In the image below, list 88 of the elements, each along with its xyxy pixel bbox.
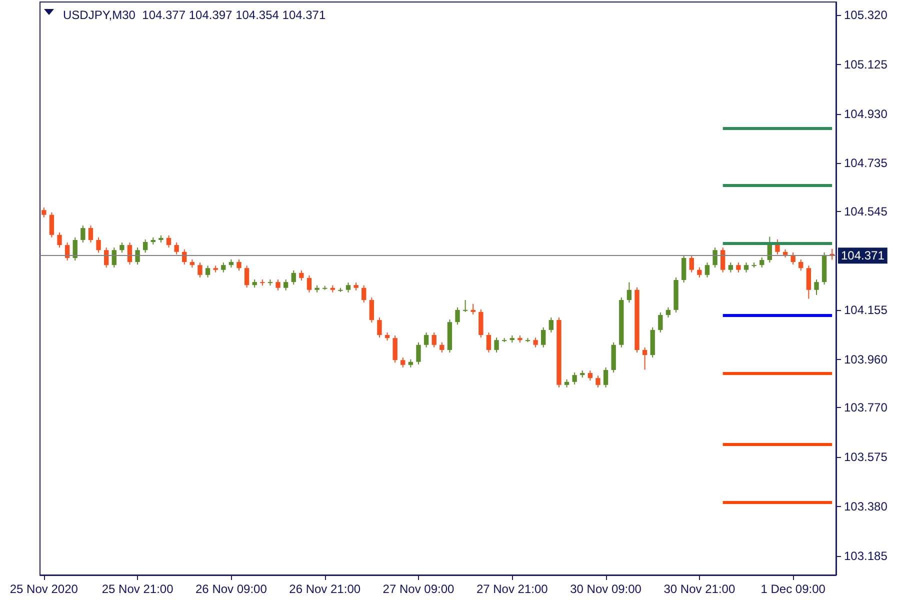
candlestick [814,279,819,296]
x-tick-label: 27 Nov 21:00 [476,582,548,596]
y-tick-label: 105.320 [844,8,888,22]
candlestick [681,254,686,284]
x-tick-label: 30 Nov 09:00 [570,582,642,596]
candlestick [486,332,492,353]
candlestick [276,279,280,291]
candlestick [494,337,499,353]
text: USDJPY,M30 104.377 104.397 104.354 104.371 [63,8,326,22]
candlestick [704,262,710,278]
candlestick [205,265,210,278]
candlestick [470,303,476,315]
ref-line-label: 104.371 [841,248,885,263]
candlestick [392,335,398,364]
candlestick [806,265,812,300]
candlestick [174,242,179,255]
x-tick-label: 27 Nov 09:00 [382,582,455,596]
candlestick [166,234,172,248]
candlestick [72,236,78,261]
candlestick [57,232,62,248]
candlestick [728,262,733,273]
candlestick [462,300,468,312]
candlestick [362,284,366,304]
candlestick [104,247,109,268]
candlestick [120,242,124,254]
candlestick [198,262,202,278]
candlestick [720,247,726,273]
x-tick-label: 30 Nov 21:00 [664,582,736,596]
candlestick [306,274,312,293]
candlestick [112,247,116,268]
y-tick-label: 103.185 [844,548,888,563]
candlestick [658,312,663,333]
candlestick [744,262,749,273]
y-tick-label: 104.155 [844,303,888,318]
y-tick-label: 103.380 [844,500,888,514]
candlestick [642,346,648,370]
y-tick-label: 103.960 [844,352,888,367]
candlestick [346,282,351,293]
candlestick [143,238,148,254]
candlestick [455,306,460,326]
x-tick-label: 1 Dec 09:00 [760,582,826,596]
candlestick [49,212,54,238]
candlestick [760,256,764,268]
candlestick [596,375,600,388]
candlestick [603,366,608,388]
candlestick [236,258,242,272]
candlestick [377,317,382,338]
candlestick [80,225,86,244]
candlestick [689,254,694,273]
candlestick [588,370,593,382]
y-tick-label: 104.735 [844,156,888,170]
x-tick-label: 26 Nov 21:00 [289,582,361,596]
candlestick [548,317,554,333]
candlestick [416,342,421,365]
x-tick-label: 25 Nov 2020 [10,582,78,596]
candlestick [283,279,288,291]
candlestick [666,306,671,318]
candlestick [697,266,702,278]
y-tick-label: 104.930 [844,106,888,121]
candlestick [135,247,140,266]
y-tick-label: 103.575 [844,450,888,464]
candlestick [533,337,538,348]
x-tick-label: 26 Nov 09:00 [196,582,268,596]
candlestick [221,262,226,273]
candlestick [432,332,436,348]
candlestick [440,342,444,353]
y-tick-label: 103.770 [844,400,888,415]
candlestick [369,296,374,324]
candlestick [572,372,577,385]
candlestick [400,357,406,368]
candlestick [127,242,132,266]
candlestick [736,262,741,273]
candlestick [424,332,429,348]
y-tick-label: 105.125 [844,57,888,72]
candlestick [96,236,101,254]
candlestick [299,270,304,282]
candlestick [244,265,250,288]
candlestick [541,326,546,348]
x-tick-label: 25 Nov 21:00 [102,582,174,596]
candlestick [790,252,796,266]
candlestick [478,308,484,338]
candlestick [798,258,804,272]
candlestick [626,282,632,304]
candlestick [42,207,46,218]
y-tick-label: 104.545 [844,204,888,218]
candlestick [712,247,718,268]
candlestick [88,225,94,244]
candlestick [291,270,296,286]
